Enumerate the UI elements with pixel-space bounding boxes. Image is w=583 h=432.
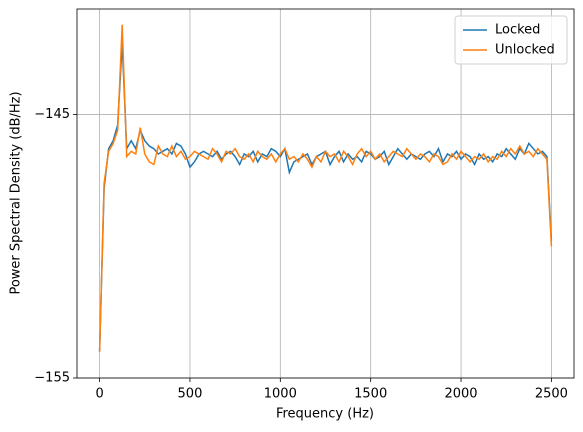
- legend-box: [454, 15, 568, 65]
- x-tick-label: 1500: [354, 387, 387, 402]
- legend-label: Unlocked: [495, 43, 555, 58]
- y-axis-label: Power Spectral Density (dB/Hz): [9, 91, 24, 294]
- line-series: [98, 43, 553, 352]
- x-tick-label: 500: [178, 387, 203, 402]
- y-tick-label: −155: [34, 371, 70, 386]
- plot-frame: [76, 8, 575, 379]
- x-tick-label: 1000: [264, 387, 297, 402]
- x-axis-label: Frequency (Hz): [276, 407, 374, 422]
- x-tick-label: 0: [95, 387, 103, 402]
- legend-label: Locked: [495, 23, 540, 38]
- x-tick-label: 2000: [444, 387, 477, 402]
- line-series: [98, 24, 553, 352]
- y-tick-label: −145: [34, 107, 70, 122]
- x-tick-label: 2500: [535, 387, 568, 402]
